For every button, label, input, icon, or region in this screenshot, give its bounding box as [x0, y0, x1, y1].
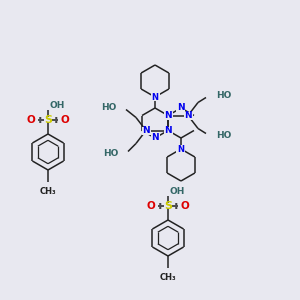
Text: O: O: [147, 201, 155, 211]
Text: O: O: [61, 115, 69, 125]
Text: HO: HO: [100, 103, 116, 112]
Text: N: N: [164, 126, 172, 135]
Text: N: N: [142, 126, 150, 135]
Text: N: N: [184, 111, 192, 120]
FancyBboxPatch shape: [184, 112, 193, 119]
Text: :: :: [54, 115, 58, 125]
Text: CH₃: CH₃: [40, 187, 56, 196]
Text: N: N: [151, 134, 159, 142]
Text: HO: HO: [216, 91, 231, 100]
Text: N: N: [177, 103, 185, 112]
FancyBboxPatch shape: [151, 134, 160, 142]
Text: :: :: [38, 115, 42, 125]
Text: :: :: [174, 201, 178, 211]
Text: OH: OH: [170, 188, 185, 196]
Text: HO: HO: [103, 149, 118, 158]
FancyBboxPatch shape: [142, 127, 151, 134]
Text: CH₃: CH₃: [160, 273, 176, 282]
FancyBboxPatch shape: [176, 104, 185, 112]
Text: OH: OH: [50, 101, 65, 110]
FancyBboxPatch shape: [164, 112, 172, 119]
FancyBboxPatch shape: [176, 145, 185, 153]
Text: N: N: [152, 92, 158, 101]
Text: S: S: [44, 115, 52, 125]
Text: N: N: [164, 111, 172, 120]
FancyBboxPatch shape: [164, 127, 172, 134]
Text: :: :: [158, 201, 162, 211]
Text: N: N: [178, 145, 184, 154]
Text: HO: HO: [216, 131, 231, 140]
FancyBboxPatch shape: [151, 93, 160, 101]
Text: O: O: [27, 115, 35, 125]
Text: S: S: [164, 201, 172, 211]
Text: O: O: [181, 201, 189, 211]
